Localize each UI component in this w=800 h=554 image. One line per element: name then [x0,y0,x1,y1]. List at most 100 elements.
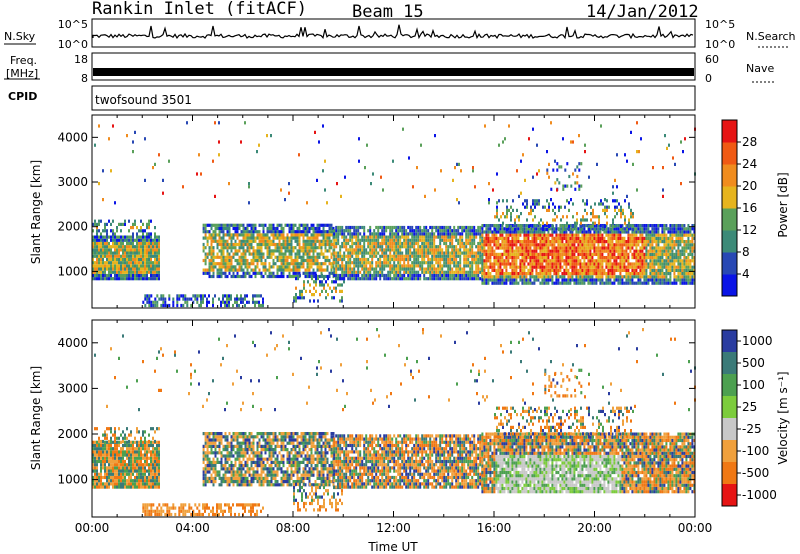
range-cell [335,261,338,265]
range-cell [587,240,590,244]
range-cell [503,262,506,266]
range-cell [196,294,199,298]
range-cell [605,278,608,282]
range-cell [449,241,452,246]
range-cell [679,262,682,266]
range-cell [459,254,462,258]
range-cell [371,232,374,236]
range-cell [419,277,422,281]
range-cell [110,277,112,281]
range-cell [583,233,586,237]
range-cell [495,224,498,228]
range-cell [475,251,478,255]
range-cell [657,272,660,276]
range-cell [355,261,358,265]
range-cell [555,224,558,228]
range-cell [625,275,628,279]
range-cell [691,224,694,228]
range-cell [150,277,152,281]
range-cell [559,275,562,279]
range-cell [465,238,468,242]
range-cell [493,230,496,234]
range-cell [581,233,584,237]
range-cell [158,153,160,157]
range-cell [148,257,150,262]
range-cell [647,233,650,237]
range-cell [533,227,536,231]
range-cell [274,274,277,279]
range-cell [353,270,356,274]
range-cell [693,236,696,240]
range-cell [335,225,338,230]
range-cell [326,268,329,272]
range-cell [657,227,660,231]
range-cell [447,225,450,230]
range-cell [558,181,561,185]
range-cell [578,134,580,138]
range-cell [435,248,438,252]
range-cell [661,259,664,263]
range-cell [501,224,504,228]
range-cell [288,182,290,186]
range-cell [375,254,378,258]
range-cell [471,235,474,239]
range-cell [615,224,618,228]
range-cell [112,124,114,128]
range-cell [216,252,219,256]
range-cell [158,273,160,278]
range-cell [581,272,584,276]
range-cell [290,268,293,272]
range-cell [675,230,678,234]
range-cell [625,246,628,250]
range-cell [555,236,558,240]
range-cell [471,225,474,230]
range-cell [397,261,400,265]
range-cell [669,275,672,279]
range-cell [555,230,558,234]
range-cell [591,252,594,256]
range-cell [535,262,538,266]
range-cell [302,223,305,227]
range-cell [617,256,620,260]
range-cell [649,265,652,269]
range-cell [308,262,311,266]
range-cell [240,297,242,301]
range-cell [399,267,402,271]
range-cell [620,224,622,228]
range-cell [583,236,586,240]
range-cell [441,254,444,258]
range-cell [589,236,592,240]
range-cell [451,261,454,265]
range-cell [288,246,291,250]
range-cell [671,265,674,269]
range-cell [353,241,356,246]
range-cell [577,256,580,260]
range-cell [118,273,120,278]
range-cell [355,251,358,255]
range-cell [439,254,442,258]
range-cell [547,249,550,253]
range-cell [527,236,530,240]
range-cell [689,227,692,231]
range-cell [475,273,478,278]
range-cell [595,252,598,256]
range-cell [606,208,608,212]
range-cell [511,236,514,240]
range-cell [453,277,456,281]
range-cell [130,264,132,268]
range-cell [236,300,238,304]
range-cell [611,230,614,234]
range-cell [232,242,235,247]
range-cell [148,241,150,246]
range-cell [467,254,470,258]
range-cell [535,268,538,272]
range-cell [116,241,118,246]
range-cell [635,268,638,272]
range-cell [477,273,480,278]
range-cell [387,238,390,242]
range-cell [122,254,124,258]
range-cell [501,252,504,256]
range-cell [347,225,350,230]
range-cell [625,243,628,247]
range-cell [433,267,436,271]
